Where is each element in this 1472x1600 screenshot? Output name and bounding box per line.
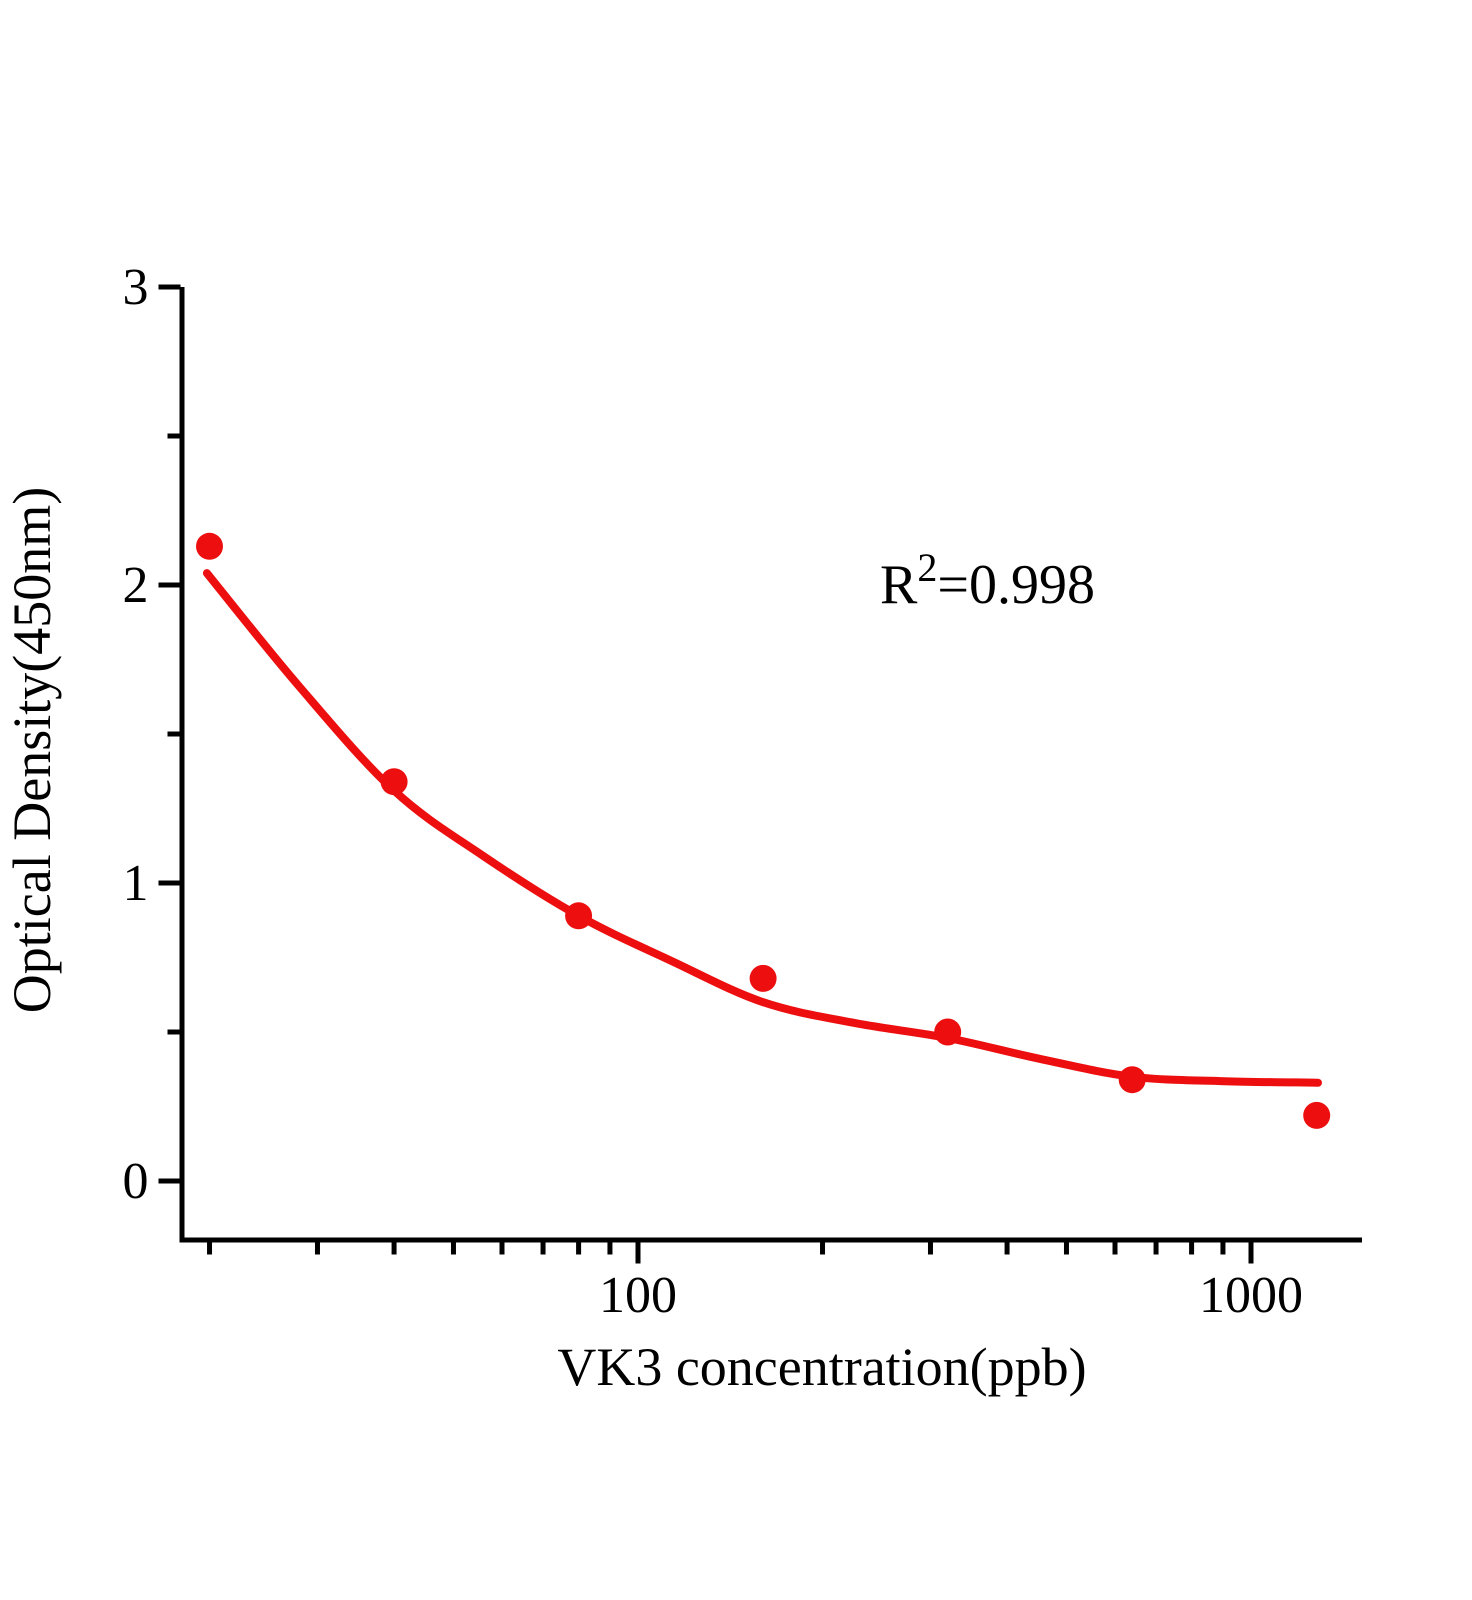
data-point xyxy=(196,532,223,560)
x-axis-title: VK3 concentration(ppb) xyxy=(557,1337,1086,1397)
r-squared-base: R xyxy=(880,554,918,616)
x-tick-label: 1000 xyxy=(1199,1267,1303,1324)
series-layer xyxy=(196,532,1331,1129)
y-axis-title: Optical Density(450nm) xyxy=(2,487,62,1013)
r-squared-annotation: R2=0.998 xyxy=(880,545,1095,616)
axis-spines xyxy=(179,287,1362,1243)
y-tick-label: 2 xyxy=(123,557,149,614)
y-tick-label: 1 xyxy=(123,855,149,912)
data-point xyxy=(1118,1066,1146,1094)
data-point xyxy=(934,1018,962,1046)
axes-layer xyxy=(158,284,1362,1264)
data-point xyxy=(1303,1101,1331,1129)
tick-label-layer: 0 1 2 3 100 1000 xyxy=(123,259,1304,1324)
x-tick-label: 100 xyxy=(599,1267,677,1324)
y-tick-label: 0 xyxy=(123,1153,149,1210)
y-tick-label: 3 xyxy=(123,259,149,316)
fit-curve xyxy=(202,569,1322,1087)
data-point xyxy=(380,768,408,796)
r-squared-exponent: 2 xyxy=(917,545,937,590)
data-point xyxy=(749,964,777,992)
data-point xyxy=(565,902,593,930)
r-squared-value: =0.998 xyxy=(937,554,1095,616)
